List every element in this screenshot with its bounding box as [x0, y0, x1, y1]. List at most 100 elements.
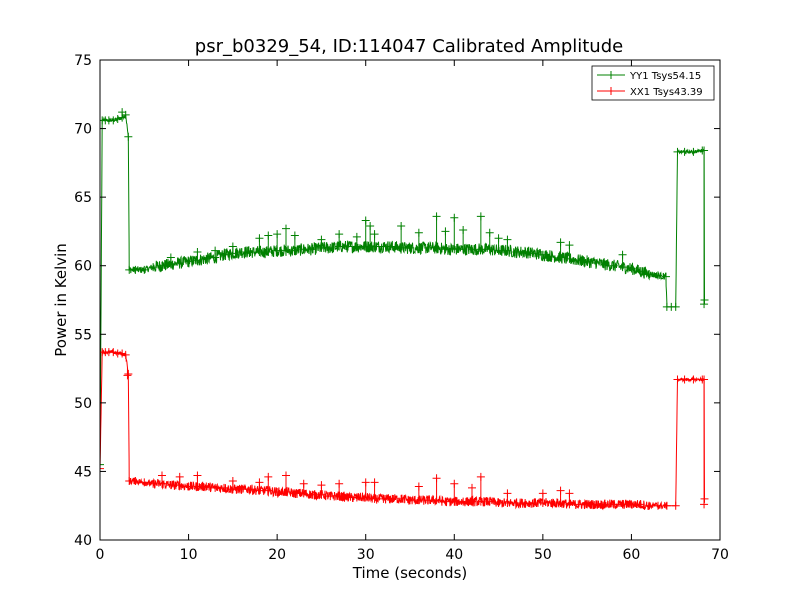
spike-marker [228, 242, 237, 251]
spike-marker [273, 230, 282, 239]
spike-marker [459, 226, 468, 235]
data-point-marker [140, 265, 149, 274]
data-point-marker [121, 350, 130, 359]
spike-marker [361, 216, 370, 225]
data-point-marker [273, 488, 282, 496]
legend-swatch-marker [607, 87, 615, 95]
spike-marker [335, 230, 344, 239]
spike-marker [193, 248, 202, 256]
data-point-marker [140, 478, 149, 487]
plot-frame [99, 59, 721, 541]
spike-marker [264, 231, 273, 240]
x-axis-label: Time (seconds) [352, 564, 468, 582]
spike-marker [123, 371, 132, 380]
spike-marker [290, 231, 299, 240]
data-point-marker [299, 245, 308, 254]
data-point-marker [397, 494, 406, 503]
spike-marker [441, 227, 450, 236]
data-point-marker [680, 147, 689, 156]
data-point-marker [547, 252, 556, 261]
data-point-marker [574, 500, 583, 509]
data-point-marker [583, 257, 592, 266]
data-point-marker [441, 497, 450, 506]
data-point-marker [521, 498, 530, 507]
data-point-marker [592, 500, 600, 509]
series-line [100, 348, 705, 511]
data-point-marker [388, 494, 397, 503]
spike-marker [485, 228, 494, 237]
data-point-marker [220, 250, 228, 259]
data-point-marker [131, 477, 140, 486]
spike-marker [317, 481, 326, 490]
data-point-marker [184, 257, 193, 266]
data-point-marker [202, 482, 211, 491]
spike-marker [282, 224, 290, 233]
data-point-marker [109, 348, 118, 357]
data-point-marker [521, 248, 530, 256]
data-point-marker [100, 460, 104, 469]
spike-marker [118, 108, 127, 117]
spike-marker [175, 472, 184, 481]
data-point-marker [671, 501, 680, 510]
spike-marker [166, 253, 175, 262]
data-point-marker [627, 500, 636, 509]
data-point-marker [485, 497, 494, 506]
data-point-marker [246, 248, 255, 256]
x-tick-label: 20 [268, 547, 286, 563]
data-point-marker [609, 261, 618, 270]
data-point-marker [211, 483, 220, 492]
series-layer [100, 108, 709, 511]
spike-marker [618, 250, 627, 259]
data-point-marker [689, 375, 698, 384]
data-point-marker [388, 242, 397, 251]
legend-swatch-marker [607, 71, 615, 79]
series-yy1 [100, 108, 709, 469]
spike-marker [476, 212, 485, 221]
y-axis: 40 45 50 55 60 65 70 75 [74, 53, 720, 549]
x-tick-label: 40 [445, 547, 463, 563]
data-point-marker [547, 498, 556, 507]
spike-marker [700, 300, 709, 309]
x-tick-label: 60 [623, 547, 641, 563]
legend: YY1 Tsys54.15 XX1 Tsys43.39 [591, 65, 715, 101]
data-point-marker [246, 485, 255, 494]
data-point-marker [237, 485, 246, 494]
spike-marker [370, 230, 379, 239]
data-point-marker [609, 500, 618, 509]
spike-marker [565, 241, 574, 250]
data-point-marker [379, 242, 388, 251]
data-point-marker [352, 493, 361, 502]
spike-marker [370, 478, 379, 487]
x-axis: 0 10 20 30 40 50 60 70 [96, 60, 729, 563]
data-point-marker [468, 245, 476, 254]
y-tick-label: 50 [74, 396, 92, 412]
data-point-marker [662, 501, 671, 510]
data-point-marker [673, 375, 682, 384]
spike-marker [366, 221, 375, 230]
data-point-marker [149, 263, 158, 272]
data-point-marker [158, 261, 166, 270]
spike-marker [556, 238, 565, 247]
spike-marker [299, 479, 308, 488]
spike-marker [503, 489, 512, 498]
x-tick-label: 70 [711, 547, 729, 563]
data-point-marker [423, 496, 432, 505]
data-point-marker [645, 501, 654, 510]
data-point-marker [124, 132, 133, 141]
data-point-marker [149, 479, 158, 488]
x-tick-label: 30 [357, 547, 375, 563]
y-tick-label: 45 [74, 464, 92, 480]
spike-marker [352, 232, 361, 241]
data-point-marker [406, 496, 414, 505]
data-point-marker [627, 264, 636, 273]
data-point-marker [592, 258, 600, 267]
y-axis-label: Power in Kelvin [52, 243, 70, 357]
spike-marker [468, 483, 476, 492]
data-point-marker [308, 245, 317, 254]
data-point-marker [459, 497, 468, 506]
data-point-marker [423, 243, 432, 252]
data-point-marker [530, 249, 538, 258]
data-point-marker [600, 500, 609, 509]
data-point-marker [326, 243, 335, 252]
